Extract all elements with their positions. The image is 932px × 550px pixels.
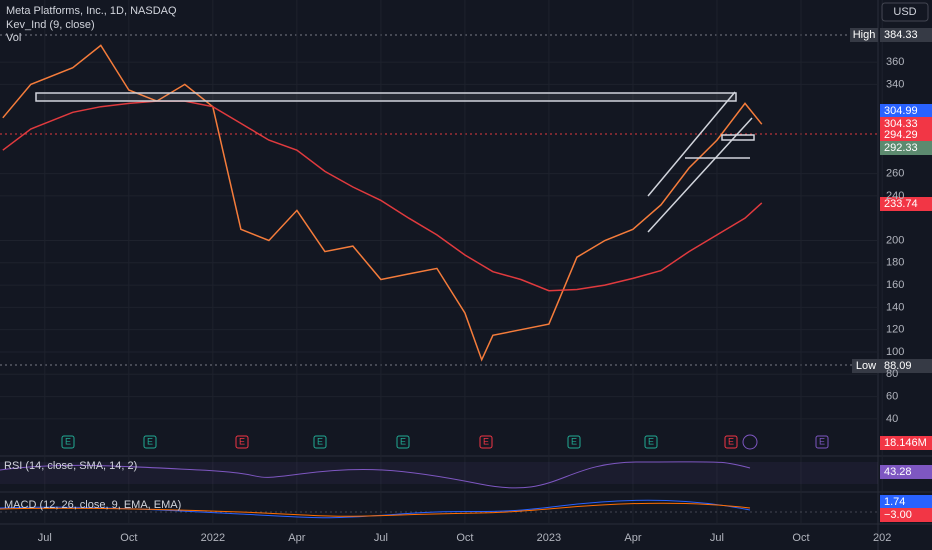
badge-value: 294.29: [884, 129, 918, 141]
y-tick-label: 360: [886, 56, 904, 68]
earnings-label: E: [819, 436, 825, 446]
earnings-marker: [143, 435, 157, 449]
volume-title: Vol: [6, 32, 21, 44]
indicator-title: Kev_Ind (9, close): [6, 19, 95, 31]
earnings-marker: [815, 435, 829, 449]
badge: [850, 28, 878, 42]
high-label: High: [853, 29, 876, 41]
rsi-value: 43.28: [884, 466, 912, 478]
symbol-title: Meta Platforms, Inc., 1D, NASDAQ: [6, 5, 177, 17]
badge-value: 292.33: [884, 142, 918, 154]
currency[interactable]: USD: [893, 6, 916, 18]
x-tick-label: Oct: [120, 532, 137, 544]
x-tick-label: Jul: [374, 532, 388, 544]
rsi-title: RSI (14, close, SMA, 14, 2): [4, 460, 137, 472]
x-tick-label: Jul: [38, 532, 52, 544]
price-line: [2, 44, 763, 362]
signal-value: −3.00: [884, 509, 912, 521]
y-tick-label: 40: [886, 413, 898, 425]
dividend-icon[interactable]: [742, 434, 758, 450]
badge: [880, 436, 932, 450]
badge: [880, 197, 932, 211]
y-tick-label: 340: [886, 78, 904, 90]
drawings: [35, 91, 755, 233]
badge: [880, 465, 932, 479]
rsi-band: [0, 462, 878, 484]
y-tick-label: 140: [886, 301, 904, 313]
earnings-marker: [567, 435, 581, 449]
badge: [880, 508, 932, 522]
badge: [880, 141, 932, 155]
badge-value: 304.33: [884, 118, 918, 130]
x-tick-label: Oct: [456, 532, 473, 544]
earnings-label: E: [317, 436, 323, 446]
rsi-line: [0, 461, 751, 489]
currency-button[interactable]: [881, 2, 929, 22]
x-tick-label: Jul: [710, 532, 724, 544]
badge: [880, 104, 932, 118]
earnings-label: E: [483, 436, 489, 446]
earnings-label: E: [571, 436, 577, 446]
signal-line: [0, 502, 751, 517]
y-tick-label: 60: [886, 390, 898, 402]
badge: [880, 359, 932, 373]
high-value: 384.33: [884, 29, 918, 41]
badge: [880, 495, 932, 509]
earnings-marker: [644, 435, 658, 449]
low-value: 88.09: [884, 360, 912, 372]
y-tick-label: 80: [886, 368, 898, 380]
y-tick-label: 200: [886, 234, 904, 246]
earnings-marker: [61, 435, 75, 449]
y-tick-label: 240: [886, 190, 904, 202]
x-tick-label: 202: [873, 532, 891, 544]
y-tick-label: 120: [886, 324, 904, 336]
x-tick-label: Apr: [288, 532, 305, 544]
earnings-marker: [235, 435, 249, 449]
earnings-marker: [479, 435, 493, 449]
x-tick-label: Apr: [624, 532, 641, 544]
earnings-label: E: [239, 436, 245, 446]
y-tick-label: 260: [886, 167, 904, 179]
earnings-marker: [313, 435, 327, 449]
earnings-label: E: [728, 436, 734, 446]
badge: [852, 359, 880, 373]
badge: [880, 117, 932, 131]
ma-value: 233.74: [884, 198, 918, 210]
y-tick-label: 160: [886, 279, 904, 291]
earnings-marker: [396, 435, 410, 449]
earnings-label: E: [400, 436, 406, 446]
macd-value: 1.74: [884, 496, 905, 508]
price-line: [2, 100, 763, 292]
low-label: Low: [856, 360, 876, 372]
badge-value: 304.99: [884, 105, 918, 117]
badge: [880, 128, 932, 142]
badge: [880, 28, 932, 42]
x-tick-label: 2023: [537, 532, 561, 544]
earnings-label: E: [648, 436, 654, 446]
earnings-marker: [724, 435, 738, 449]
y-tick-label: 180: [886, 257, 904, 269]
macd-title: MACD (12, 26, close, 9, EMA, EMA): [4, 499, 181, 511]
earnings-label: E: [65, 436, 71, 446]
x-tick-label: 2022: [201, 532, 225, 544]
earnings-label: E: [147, 436, 153, 446]
volume-value: 18.146M: [884, 437, 927, 449]
y-tick-label: 100: [886, 346, 904, 358]
x-tick-label: Oct: [792, 532, 809, 544]
